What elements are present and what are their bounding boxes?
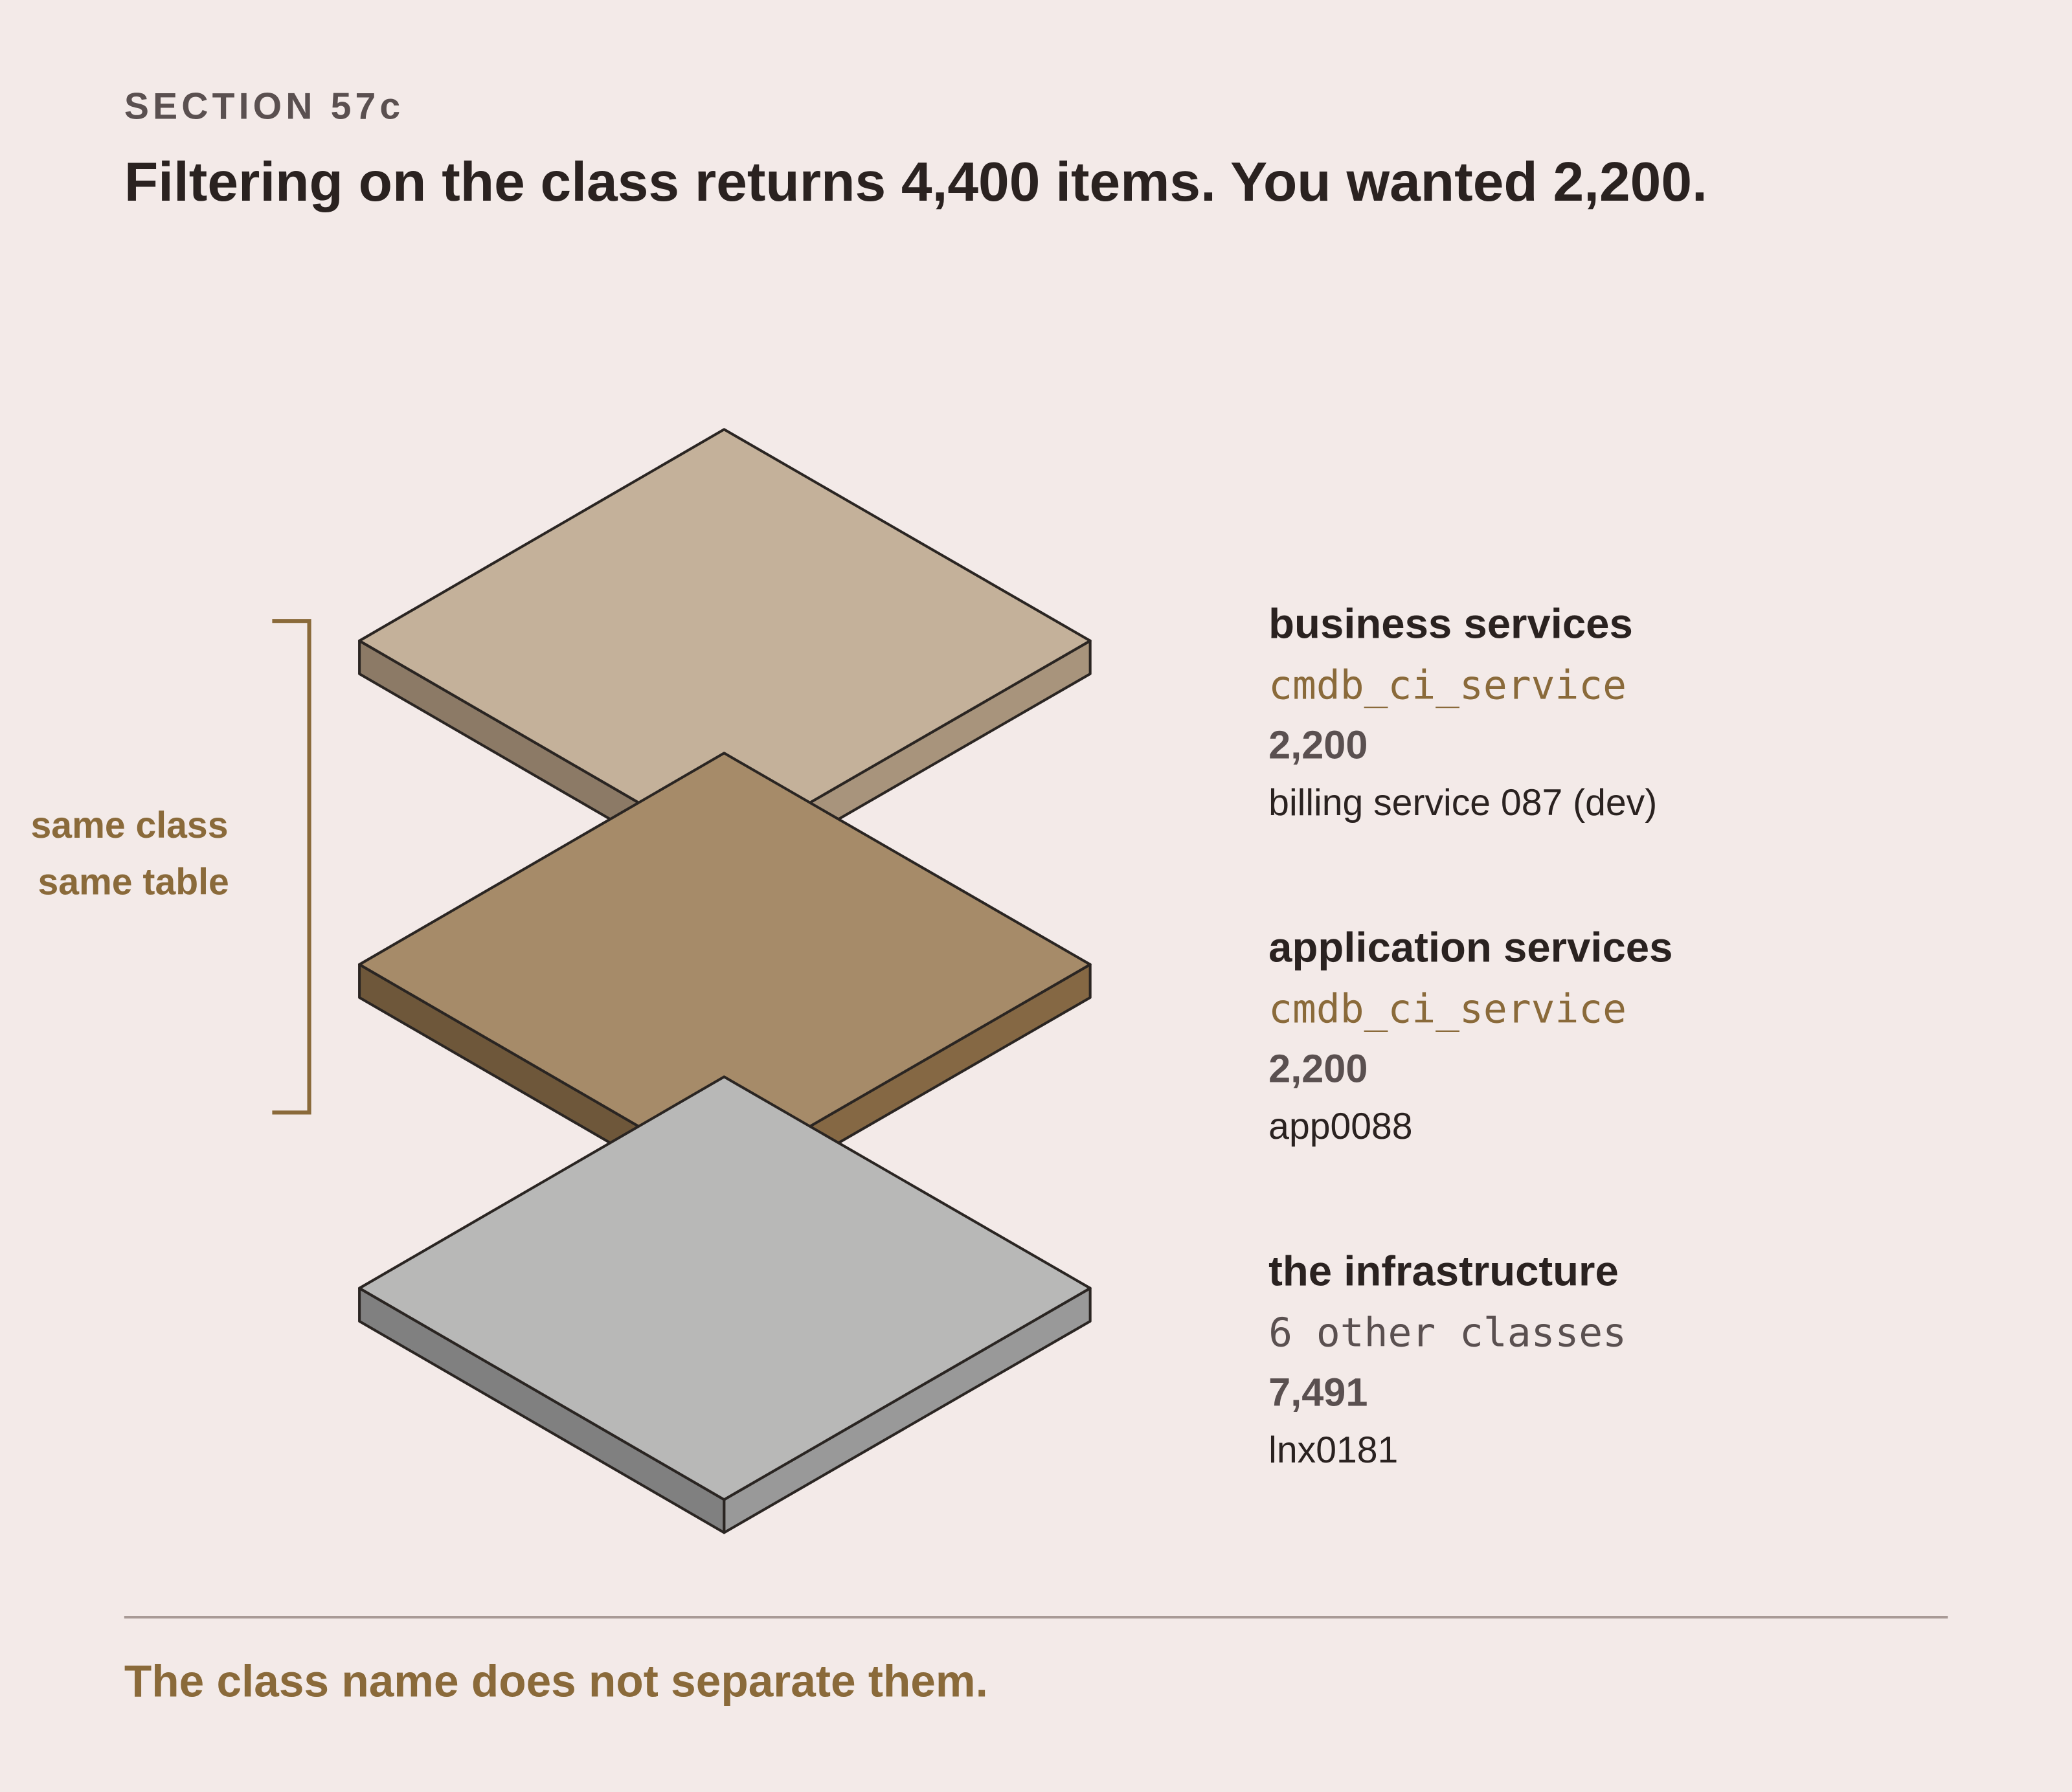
layer-count: 2,200 — [1268, 722, 1368, 767]
layer-label: business services — [1268, 600, 1633, 647]
footer: The class name does not separate them. — [124, 1655, 988, 1706]
layer-example: lnx0181 — [1268, 1429, 1398, 1471]
layer-example: app0088 — [1268, 1106, 1412, 1147]
bracket-label: same table — [38, 862, 229, 903]
bracket-label: same class — [31, 805, 229, 846]
section-label: SECTION 57c — [124, 86, 404, 128]
layer-class: cmdb_ci_service — [1268, 987, 1627, 1033]
layer-count: 2,200 — [1268, 1046, 1368, 1090]
layer-class: cmdb_ci_service — [1268, 663, 1627, 709]
layer-count: 7,491 — [1268, 1370, 1368, 1414]
layer-class: 6 other classes — [1268, 1310, 1627, 1356]
layer-label: application services — [1268, 924, 1672, 971]
layer-top — [358, 1075, 1092, 1501]
title: Filtering on the class returns 4,400 ite… — [124, 151, 1707, 213]
bracket — [272, 619, 311, 1115]
layers — [358, 428, 1092, 1534]
layer-example: billing service 087 (dev) — [1268, 782, 1657, 823]
layer-label: the infrastructure — [1268, 1248, 1619, 1295]
